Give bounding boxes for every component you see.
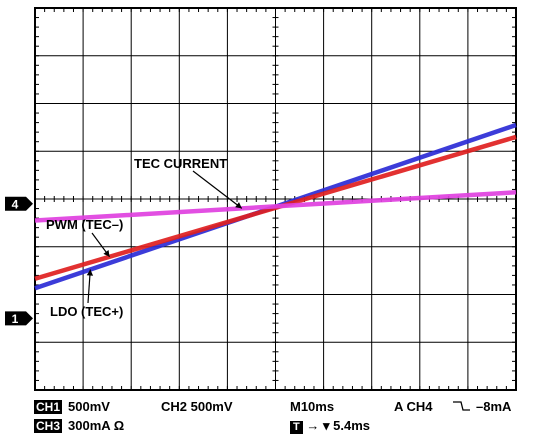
timebase: M10ms	[290, 399, 335, 414]
marker-label: 1	[12, 312, 19, 326]
ch3-badge: CH3	[34, 419, 63, 433]
ch1-scale: 500mV	[68, 399, 110, 414]
marker-label: 4	[12, 197, 19, 211]
annotation-label: LDO (TEC+)	[50, 304, 123, 319]
arrow-head	[86, 269, 94, 276]
falling-edge-icon	[453, 401, 470, 411]
trigger-source: A CH4	[394, 399, 433, 414]
trigger-level: –8mA	[476, 399, 512, 414]
ch3-scale: 300mA Ω	[68, 418, 125, 433]
marker-shape	[5, 196, 33, 211]
right-arrow-icon: →	[306, 418, 320, 433]
channel-markers: 41	[5, 196, 33, 326]
trigger-pos-value: ▾ 5.4ms	[322, 418, 370, 433]
arrow-head	[103, 250, 110, 257]
arrow-head	[235, 202, 242, 209]
annotation-leader	[192, 170, 243, 209]
marker-shape	[5, 311, 33, 326]
trace-tec-current	[34, 190, 517, 223]
annotation-label: PWM (TEC–)	[46, 217, 123, 232]
ch2-scale: CH2 500mV	[161, 399, 233, 414]
annotations: TEC CURRENT PWM (TEC–) LDO (TEC+)	[46, 156, 243, 319]
t-badge: T	[290, 421, 303, 434]
channel-1-marker: 1	[5, 311, 33, 326]
trigger-position: T → ▾ 5.4ms	[290, 418, 370, 434]
annotation-label: TEC CURRENT	[134, 156, 227, 171]
traces	[34, 122, 517, 291]
footer-row-2: CH3 300mA Ω T → ▾ 5.4ms	[34, 418, 370, 434]
ch1-badge: CH1	[34, 400, 63, 414]
channel-4-marker: 4	[5, 196, 33, 211]
footer-row-1: CH1 500mV CH2 500mV M10ms A CH4 –8mA	[34, 399, 511, 414]
